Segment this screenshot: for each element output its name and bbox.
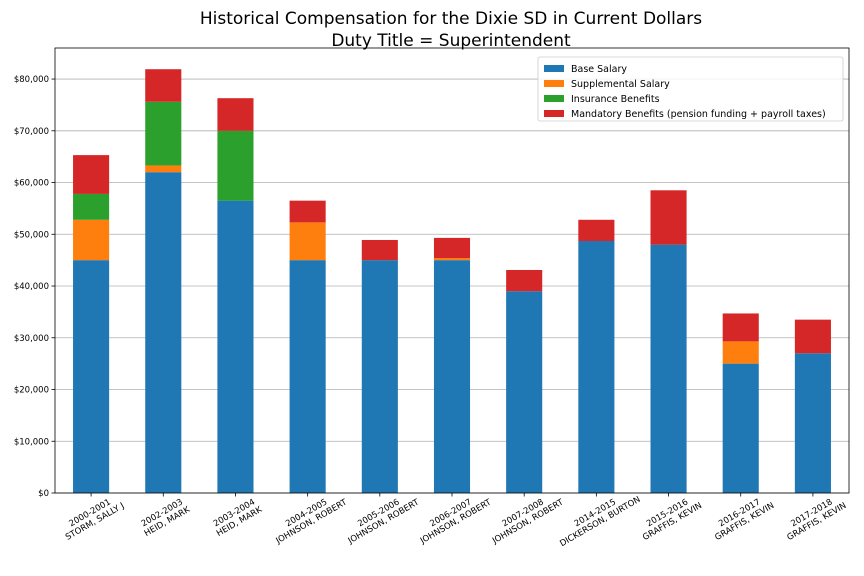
bar-segment (73, 155, 110, 194)
bar-segment (145, 101, 182, 166)
y-tick-label: $30,000 (14, 334, 49, 344)
bar-segment (145, 165, 182, 173)
y-tick-label: $0 (38, 489, 49, 499)
bar-segment (578, 241, 615, 493)
bar-segment (361, 239, 398, 261)
x-axis: 2000-2001STORM, SALLY J 2002-2003HEID, MA… (59, 486, 849, 549)
legend-label: Insurance Benefits (571, 94, 660, 105)
y-tick-label: $20,000 (14, 386, 49, 396)
legend-swatch (544, 65, 564, 72)
x-tick-label: 2002-2003HEID, MARK (138, 496, 192, 539)
x-tick-label: 2016-2017GRAFFIS, KEVIN (708, 492, 776, 543)
legend-swatch (544, 80, 564, 87)
legend-swatch (544, 110, 564, 117)
bar-segment (433, 260, 471, 493)
bar-segment (217, 98, 254, 131)
bar-segment (578, 219, 615, 242)
bar-segment (433, 237, 471, 259)
bar-segment (506, 291, 543, 493)
x-tick-label: 2007-2008JOHNSON, ROBERT (485, 489, 566, 547)
legend-label: Supplemental Salary (571, 79, 670, 90)
x-tick-label: 2014-2015DICKERSON, BURTON (553, 486, 642, 549)
x-tick-label: 2005-2006JOHNSON, ROBERT (341, 489, 422, 547)
bar-segment (722, 363, 759, 493)
x-tick-label: 2017-2018GRAFFIS, KEVIN (781, 492, 849, 543)
bar-segment (217, 200, 254, 493)
y-tick-label: $50,000 (14, 230, 49, 240)
bar-segment (506, 269, 543, 292)
chart-title: Historical Compensation for the Dixie SD… (200, 9, 702, 29)
y-tick-label: $10,000 (14, 437, 49, 447)
bar-segment (289, 260, 326, 493)
x-tick-label: 2003-2004HEID, MARK (210, 496, 264, 539)
legend-box (537, 56, 844, 122)
legend: Base Salary Supplemental Salary Insurance … (537, 56, 844, 122)
legend-label: Base Salary (571, 64, 627, 75)
legend-label: Mandatory Benefits (pension funding + pa… (571, 109, 826, 120)
bar-segment (145, 69, 182, 102)
bar-segment (650, 190, 687, 245)
bar-segment (794, 319, 831, 354)
y-tick-label: $60,000 (14, 179, 49, 189)
bar-segment (722, 341, 759, 364)
y-tick-label: $80,000 (14, 75, 49, 85)
bar-segment (73, 260, 110, 493)
bar-segment (794, 353, 831, 493)
bar-segment (289, 222, 326, 261)
bar-segment (217, 130, 254, 201)
x-tick-label: 2006-2007JOHNSON, ROBERT (413, 489, 494, 547)
bar-segment (433, 258, 471, 261)
x-tick-label: 2004-2005JOHNSON, ROBERT (269, 489, 350, 547)
chart-subtitle: Duty Title = Superintendent (331, 31, 571, 51)
bar-segment (145, 172, 182, 494)
bar-segment (722, 313, 759, 342)
bar-segment (289, 200, 326, 223)
bars (73, 69, 831, 494)
x-tick-label: 2015-2016GRAFFIS, KEVIN (636, 492, 704, 543)
bar-segment (73, 193, 110, 220)
x-tick-label: 2000-2001STORM, SALLY J (59, 492, 126, 542)
y-tick-label: $70,000 (14, 127, 49, 137)
bar-segment (650, 244, 687, 493)
bar-segment (361, 260, 398, 493)
bar-segment (73, 219, 110, 261)
y-tick-label: $40,000 (14, 282, 49, 292)
y-axis: $0 $10,000 $20,000 $30,000 $40,000 $50,000 $60… (14, 75, 55, 499)
x-tick-label-line: DICKERSON, BURTON (558, 495, 642, 549)
legend-swatch (544, 95, 564, 102)
